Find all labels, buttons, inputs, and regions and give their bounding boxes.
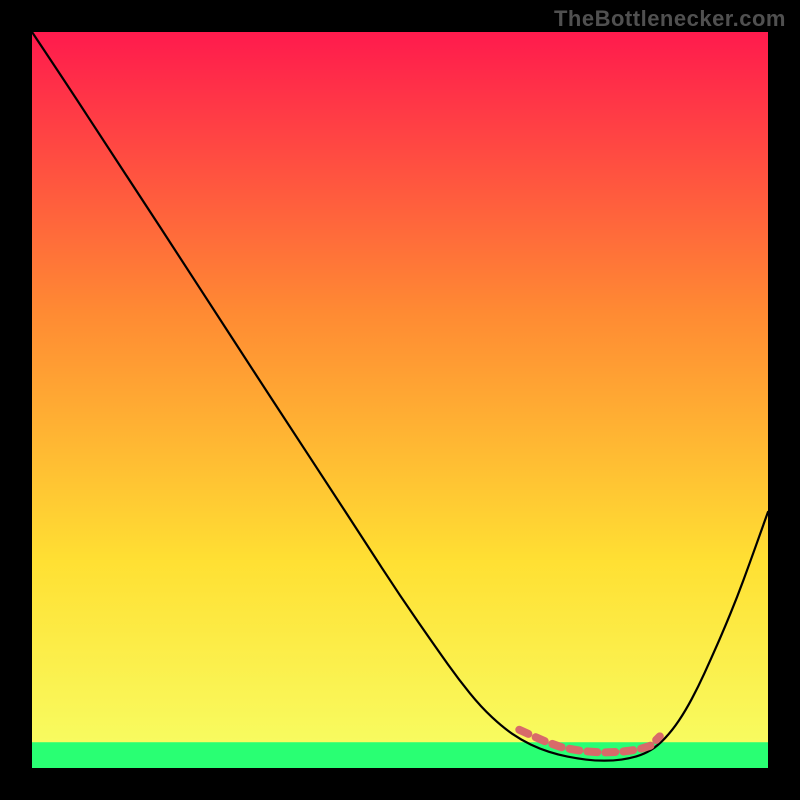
- bottleneck-chart: [0, 0, 800, 800]
- chart-highlight-dash: [641, 746, 651, 749]
- chart-highlight-dash: [623, 750, 633, 751]
- chart-highlight-dash: [552, 744, 561, 747]
- chart-highlight-dash: [519, 730, 528, 734]
- figure-stage: TheBottlenecker.com: [0, 0, 800, 800]
- chart-highlight-dash: [536, 737, 545, 741]
- chart-highlight-dash: [587, 751, 597, 752]
- watermark-text: TheBottlenecker.com: [554, 6, 786, 32]
- chart-highlight-dash: [656, 736, 660, 740]
- chart-highlight-dash: [570, 749, 580, 751]
- chart-gradient-bg: [32, 32, 768, 768]
